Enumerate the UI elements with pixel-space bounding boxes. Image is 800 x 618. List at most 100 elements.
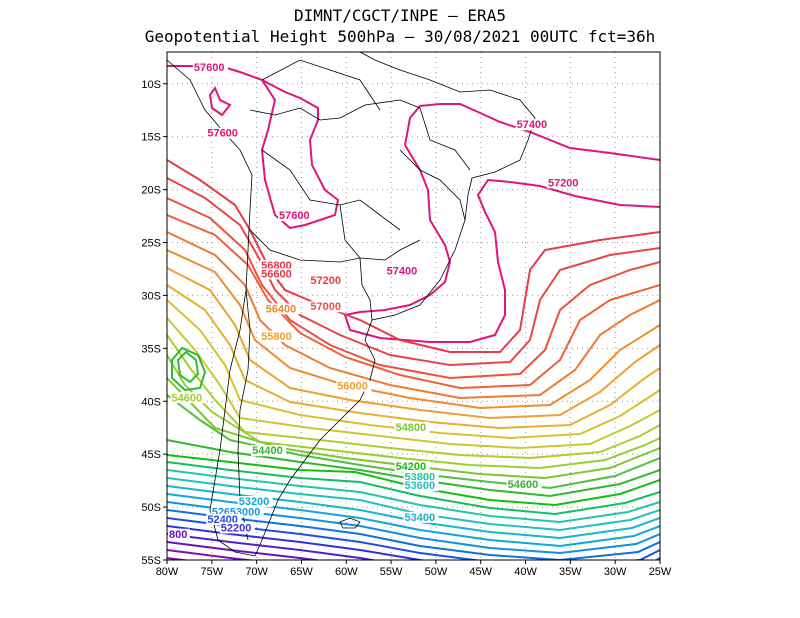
contour-label-background [506,479,542,491]
contour-label-background [206,127,242,139]
contour-55800 [167,284,660,430]
contour-57600-west [167,65,340,230]
coastline-atlantic [254,52,536,557]
contour-label-background [278,210,314,222]
contour-label: 53200 [239,496,270,508]
lat-tick-label: 35S [141,343,161,355]
contour-51600 [167,557,191,560]
contour-label-background [546,177,582,189]
lon-tick-label: 35W [559,566,582,578]
contour-57600-east [404,103,660,161]
contour-label: 54800 [396,422,427,434]
lon-tick-label: 75W [201,566,224,578]
contour-55400 [167,317,660,450]
contour-label-background [206,513,242,525]
axis-ticks: 80W 75W 70W 65W 60W 55W 50W 45W 40W 35W 30W 25W 10S 1… [141,79,672,578]
contour-label-background [170,392,206,404]
contour-label-background [260,259,296,271]
contour-label: 52200 [221,522,252,534]
title-line-2: Geopotential Height 500hPa – 30/08/2021 … [144,27,656,46]
contour-52800 [167,509,660,560]
contour-label-background [251,445,287,457]
contour-low-inner [176,350,200,384]
contour-57000 [167,177,660,367]
contour-54000 [167,461,660,516]
lon-tick-label: 65W [290,566,313,578]
contour-label-background [403,480,439,492]
contour-57600-small [208,85,232,117]
lat-tick-label: 40S [141,396,161,408]
lon-tick-label: 60W [335,566,358,578]
contour-label-background [394,421,430,433]
contour-label: 56000 [337,381,368,393]
contour-label: 56600 [261,268,292,280]
contour-56600 [167,214,660,390]
contour-label-background [264,303,300,315]
contour-label-background [228,506,264,518]
contour-label: 54200 [396,461,427,473]
border-7 [399,149,466,221]
lon-tick-label: 30W [604,566,627,578]
contour-low-closed [171,346,207,392]
border-6 [261,59,381,111]
contour-label: 54600 [508,479,539,491]
contour-label: 57600 [194,62,225,74]
contour-label-background [309,301,345,313]
lat-tick-label: 10S [141,79,161,91]
lat-tick-label: 25S [141,238,161,250]
contour-label-background [403,511,439,523]
contour-56400 [167,231,660,400]
contour-label: 56400 [266,303,297,315]
lat-tick-label: 45S [141,449,161,461]
border-5 [249,229,361,263]
contour-labels: 5760057600576005740057200574005680056600… [168,62,582,541]
contour-56000 [167,267,660,420]
contour-55200 [167,334,660,460]
contour-label-background [385,265,421,277]
contour-label-background [210,506,246,518]
lon-tick-label: 45W [469,566,492,578]
lon-tick-label: 70W [245,566,268,578]
contour-51800 [167,549,257,560]
contour-label: 57600 [279,210,310,222]
contour-53800 [167,469,660,524]
falklands [339,517,361,529]
contour-label: 53400 [405,512,436,524]
contour-label-background [219,522,255,534]
contour-label-background [260,330,296,342]
contour-label: 57000 [310,301,341,313]
border-4 [359,257,373,321]
contour-label: 53600 [405,480,436,492]
contour-label-background [260,268,296,280]
title-line-1: DIMNT/CGCT/INPE – ERA5 [294,6,506,25]
contour-label-background [168,528,190,540]
contour-label: 57200 [310,275,341,287]
contour-label-background [515,119,551,131]
contour-label-background [336,380,372,392]
border-9 [419,107,471,171]
contour-label-background [237,495,273,507]
lon-tick-label: 80W [156,566,179,578]
lon-tick-label: 40W [514,566,537,578]
contour-label: 54400 [252,445,283,457]
contour-56200 [167,249,660,410]
contour-label-background [192,62,228,74]
lat-tick-label: 50S [141,502,161,514]
contour-52400 [167,525,660,560]
contour-label: 55800 [261,331,292,343]
contour-label-background [403,471,439,483]
contour-label: 57600 [207,128,238,140]
lat-tick-label: 15S [141,132,161,144]
lon-tick-label: 25W [649,566,672,578]
contour-label: 54600 [171,392,202,404]
border-3 [339,204,421,261]
contour-label-background [309,274,345,286]
contour-label: 57400 [387,265,418,277]
contour-label: 57200 [548,177,579,189]
lat-tick-label: 20S [141,185,161,197]
contour-label: 800 [169,529,187,541]
border-1 [249,99,421,121]
lon-tick-label: 55W [380,566,403,578]
contour-55600 [167,299,660,440]
